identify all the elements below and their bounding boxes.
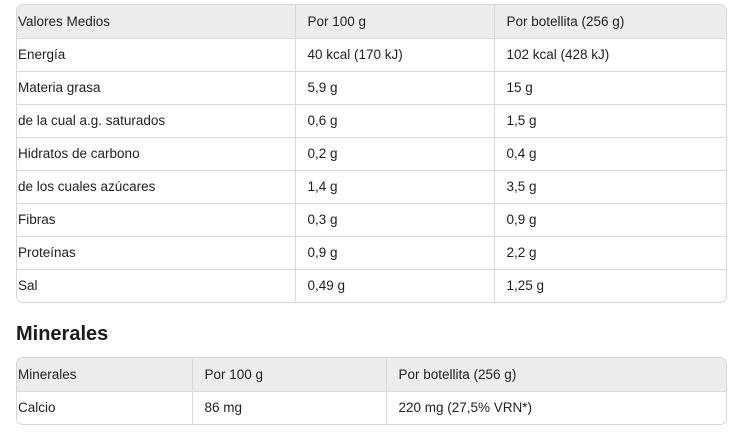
- value-per-100g: 0,3 g: [294, 202, 494, 236]
- column-header-per-bottle: Por botellita (256 g): [385, 358, 726, 391]
- nutrient-name: Fibras: [17, 202, 295, 236]
- value-per-bottle: 1,5 g: [493, 103, 726, 137]
- value-per-bottle: 1,25 g: [493, 268, 726, 302]
- minerals-table: Minerales Por 100 g Por botellita (256 g…: [17, 358, 726, 424]
- table-row: Hidratos de carbono 0,2 g 0,4 g: [17, 136, 726, 170]
- value-per-100g: 86 mg: [191, 390, 386, 424]
- column-header-per-bottle: Por botellita (256 g): [493, 5, 726, 38]
- nutrient-name: de la cual a.g. saturados: [17, 103, 295, 137]
- nutrient-name: Materia grasa: [17, 70, 295, 104]
- value-per-100g: 0,9 g: [294, 235, 494, 269]
- value-per-bottle: 2,2 g: [493, 235, 726, 269]
- table-row: Proteínas 0,9 g 2,2 g: [17, 235, 726, 269]
- value-per-bottle: 3,5 g: [493, 169, 726, 203]
- table-header-row: Minerales Por 100 g Por botellita (256 g…: [17, 358, 726, 391]
- table-row: de la cual a.g. saturados 0,6 g 1,5 g: [17, 103, 726, 137]
- mineral-name: Calcio: [17, 390, 192, 424]
- value-per-100g: 5,9 g: [294, 70, 494, 104]
- value-per-bottle: 0,4 g: [493, 136, 726, 170]
- table-row: Energía 40 kcal (170 kJ) 102 kcal (428 k…: [17, 37, 726, 71]
- value-per-100g: 1,4 g: [294, 169, 494, 203]
- table-header-row: Valores Medios Por 100 g Por botellita (…: [17, 5, 726, 38]
- nutrient-name: de los cuales azúcares: [17, 169, 295, 203]
- value-per-100g: 40 kcal (170 kJ): [294, 37, 494, 71]
- minerals-heading: Minerales: [16, 323, 109, 345]
- nutrition-table: Valores Medios Por 100 g Por botellita (…: [17, 5, 726, 302]
- value-per-bottle: 102 kcal (428 kJ): [493, 37, 726, 71]
- value-per-bottle: 15 g: [493, 70, 726, 104]
- nutrient-name: Sal: [17, 268, 295, 302]
- nutrient-name: Hidratos de carbono: [17, 136, 295, 170]
- table-row: Materia grasa 5,9 g 15 g: [17, 70, 726, 104]
- column-header-per-100g: Por 100 g: [294, 5, 494, 38]
- value-per-bottle: 0,9 g: [493, 202, 726, 236]
- table-row: Sal 0,49 g 1,25 g: [17, 268, 726, 302]
- column-header-mineral: Minerales: [17, 358, 192, 391]
- value-per-100g: 0,6 g: [294, 103, 494, 137]
- value-per-100g: 0,2 g: [294, 136, 494, 170]
- table-row: Calcio 86 mg 220 mg (27,5% VRN*): [17, 390, 726, 424]
- column-header-per-100g: Por 100 g: [191, 358, 386, 391]
- value-per-bottle: 220 mg (27,5% VRN*): [385, 390, 726, 424]
- nutrition-table-container: Valores Medios Por 100 g Por botellita (…: [16, 4, 727, 303]
- minerals-table-container: Minerales Por 100 g Por botellita (256 g…: [16, 357, 727, 425]
- table-row: de los cuales azúcares 1,4 g 3,5 g: [17, 169, 726, 203]
- nutrient-name: Proteínas: [17, 235, 295, 269]
- table-row: Fibras 0,3 g 0,9 g: [17, 202, 726, 236]
- value-per-100g: 0,49 g: [294, 268, 494, 302]
- column-header-nutrient: Valores Medios: [17, 5, 295, 38]
- nutrient-name: Energía: [17, 37, 295, 71]
